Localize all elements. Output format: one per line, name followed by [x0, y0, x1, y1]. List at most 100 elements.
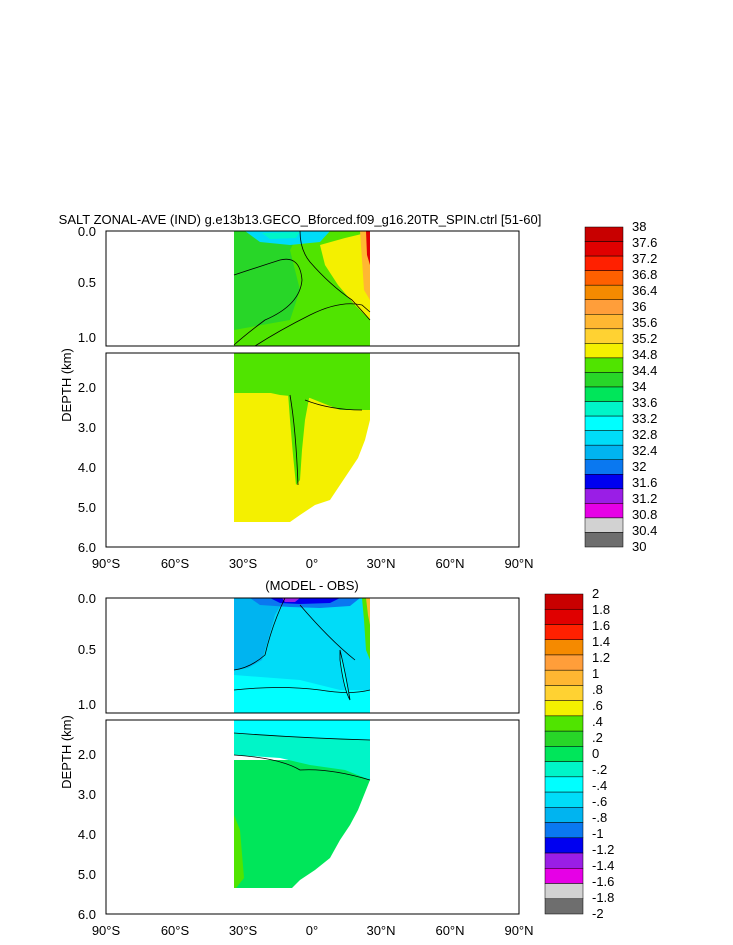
top-colorbar-swatch-9 [584, 357, 624, 373]
top-ylabel: DEPTH (km) [59, 348, 74, 422]
bottom-colorbar-swatch-1 [544, 608, 584, 625]
top-colorbar-swatch-6 [584, 314, 624, 330]
top-lower-contour-1 [289, 394, 299, 486]
bottom-colorbar-label-9: .2 [592, 730, 603, 745]
bottom-colorbar-label-8: .4 [592, 714, 603, 729]
bottom-colorbar-swatch-7 [544, 700, 584, 717]
top-colorbar-label-5: 36 [632, 299, 646, 314]
top-xtick-5: 60°N [435, 556, 464, 571]
bottom-lower-green [234, 760, 370, 888]
top-lower-fill [234, 353, 370, 522]
bottom-colorbar-label-19: -1.8 [592, 890, 614, 905]
top-upper-red-strip [366, 231, 370, 265]
bottom-xtick-6: 90°N [504, 923, 533, 938]
bottom-ytick-5: 4.0 [78, 827, 96, 842]
top-colorbar-swatch-16 [584, 459, 624, 475]
top-upper-fill [233, 230, 371, 347]
top-ytick-1: 0.5 [78, 275, 96, 290]
bottom-ytick-1: 0.5 [78, 642, 96, 657]
top-colorbar-label-10: 34 [632, 379, 646, 394]
bottom-lower-frame [105, 719, 520, 915]
bottom-ytick-3: 2.0 [78, 747, 96, 762]
top-upper-contour-3 [254, 303, 371, 347]
top-upper-aqua-patch [262, 232, 300, 239]
bottom-colorbar-label-7: .6 [592, 698, 603, 713]
top-colorbar-label-3: 36.8 [632, 267, 657, 282]
top-colorbar-label-4: 36.4 [632, 283, 657, 298]
bottom-colorbar-label-13: -.6 [592, 794, 607, 809]
bottom-upper-aqua [234, 675, 370, 713]
bottom-colorbar-label-11: -.2 [592, 762, 607, 777]
bottom-xtick-3: 0° [306, 923, 318, 938]
top-colorbar-label-14: 32.4 [632, 443, 657, 458]
top-xtick-4: 30°N [366, 556, 395, 571]
bottom-upper-fill [233, 597, 371, 713]
top-colorbar-label-2: 37.2 [632, 251, 657, 266]
top-colorbar-label-1: 37.6 [632, 235, 657, 250]
top-ytick-7: 6.0 [78, 540, 96, 555]
bottom-x-ticks: 90°S 60°S 30°S 0° 30°N 60°N 90°N [92, 923, 534, 938]
bottom-upper-purple [282, 598, 300, 602]
top-ytick-5: 4.0 [78, 460, 96, 475]
top-lower-contour-2 [304, 399, 363, 411]
bottom-ytick-0: 0.0 [78, 591, 96, 606]
bottom-y-ticks: 0.0 0.5 1.0 2.0 3.0 4.0 5.0 6.0 [78, 591, 96, 922]
top-colorbar-swatch-3 [584, 270, 624, 286]
top-colorbar-swatch-5 [584, 299, 624, 315]
top-colorbar-label-0: 38 [632, 219, 646, 234]
bottom-colorbar-swatch-5 [544, 669, 584, 686]
bottom-colorbar-swatch-15 [544, 822, 584, 839]
bottom-ytick-7: 6.0 [78, 907, 96, 922]
bottom-colorbar-label-5: 1 [592, 666, 599, 681]
bottom-upper-contour-3 [339, 649, 351, 701]
bottom-colorbar-label-3: 1.4 [592, 634, 610, 649]
bottom-colorbar-swatch-4 [544, 654, 584, 671]
bottom-xtick-0: 90°S [92, 923, 121, 938]
top-colorbar-swatch-8 [584, 343, 624, 359]
top-xtick-0: 90°S [92, 556, 121, 571]
top-y-ticks: 0.0 0.5 1.0 2.0 3.0 4.0 5.0 6.0 [78, 224, 96, 555]
top-colorbar-swatch-0 [584, 226, 624, 242]
top-colorbar-swatch-21 [584, 532, 624, 548]
top-lower-frame [105, 352, 520, 548]
top-panel: SALT ZONAL-AVE (IND) g.e13b13.GECO_Bforc… [59, 212, 658, 571]
bottom-colorbar: 21.81.61.41.21.8.6.4.20-.2-.4-.6-.8-1-1.… [544, 586, 614, 921]
bottom-colorbar-swatch-14 [544, 807, 584, 823]
top-colorbar-swatch-20 [584, 517, 624, 533]
bottom-ytick-2: 1.0 [78, 697, 96, 712]
top-title: SALT ZONAL-AVE (IND) g.e13b13.GECO_Bforc… [59, 212, 542, 227]
bottom-colorbar-label-16: -1.2 [592, 842, 614, 857]
bottom-colorbar-swatch-9 [544, 730, 584, 747]
bottom-colorbar-swatch-12 [544, 776, 584, 793]
bottom-upper-contour-4 [299, 604, 356, 661]
bottom-colorbar-swatch-10 [544, 746, 584, 762]
bottom-colorbar-swatch-11 [544, 761, 584, 778]
top-colorbar-label-6: 35.6 [632, 315, 657, 330]
bottom-colorbar-swatch-17 [544, 852, 584, 869]
bottom-panel: (MODEL - OBS) 0 [59, 578, 614, 938]
top-colorbar-label-15: 32 [632, 459, 646, 474]
bottom-colorbar-label-20: -2 [592, 906, 604, 921]
bottom-xtick-5: 60°N [435, 923, 464, 938]
bottom-colorbar-swatch-16 [544, 837, 584, 854]
top-ytick-4: 3.0 [78, 420, 96, 435]
bottom-colorbar-swatch-0 [544, 593, 584, 610]
top-xtick-6: 90°N [504, 556, 533, 571]
top-colorbar-label-8: 34.8 [632, 347, 657, 362]
top-colorbar-swatch-2 [584, 255, 624, 271]
top-colorbar-label-9: 34.4 [632, 363, 657, 378]
bottom-colorbar-label-18: -1.6 [592, 874, 614, 889]
bottom-colorbar-label-2: 1.6 [592, 618, 610, 633]
top-upper-frame [105, 230, 520, 347]
bottom-lower-contour-1 [233, 754, 371, 781]
top-upper-contour-2 [299, 230, 371, 321]
bottom-upper-blue [234, 598, 285, 670]
bottom-lower-cyan [234, 720, 370, 740]
bottom-colorbar-label-12: -.4 [592, 778, 607, 793]
bottom-colorbar-label-14: -.8 [592, 810, 607, 825]
bottom-lower-edge-green [234, 815, 244, 888]
bottom-title: (MODEL - OBS) [265, 578, 358, 593]
bottom-colorbar-swatch-20 [544, 898, 584, 915]
bottom-ylabel: DEPTH (km) [59, 715, 74, 789]
top-colorbar-label-12: 33.2 [632, 411, 657, 426]
